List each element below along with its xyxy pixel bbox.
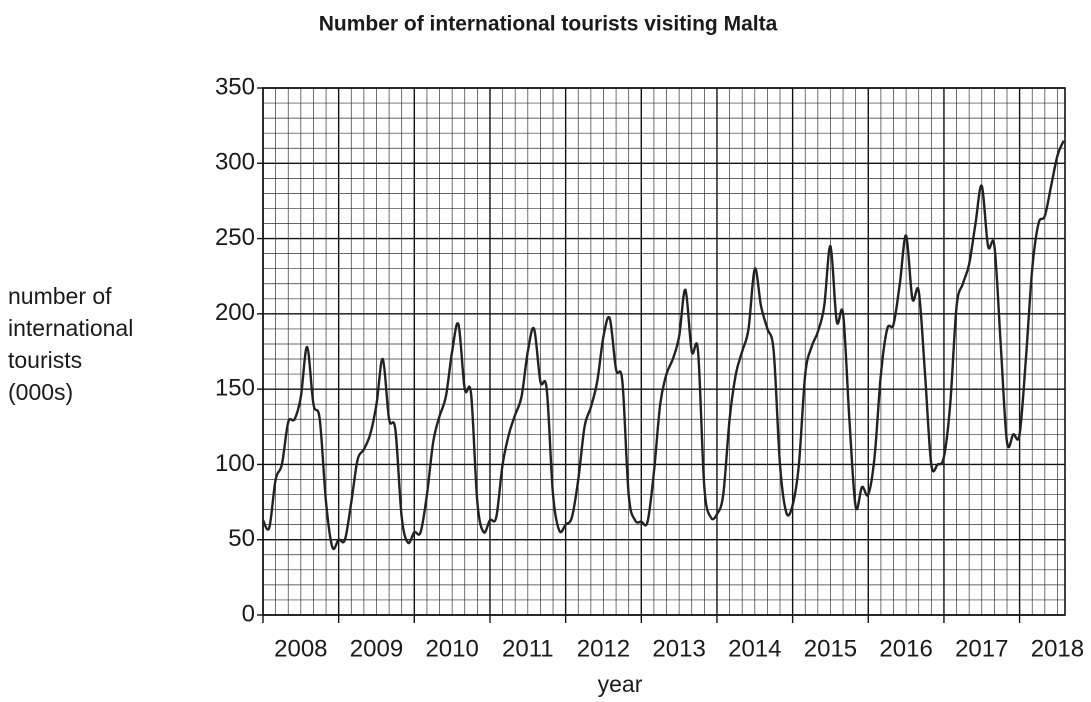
y-tick-label: 200 bbox=[215, 299, 255, 326]
y-tick-label: 250 bbox=[215, 224, 255, 251]
y-tick-label: 300 bbox=[215, 149, 255, 176]
data-line bbox=[261, 140, 1065, 551]
chart-title: Number of international tourists visitin… bbox=[319, 13, 778, 36]
y-tick-label: 100 bbox=[215, 450, 255, 477]
x-tick-label: 2012 bbox=[577, 635, 630, 662]
y-tick-label: 50 bbox=[228, 525, 255, 552]
x-tick-label: 2018 bbox=[1031, 635, 1084, 662]
x-tick-label: 2014 bbox=[728, 635, 781, 662]
x-tick-label: 2015 bbox=[804, 635, 857, 662]
y-axis-label: number of bbox=[8, 283, 112, 309]
y-tick-label: 0 bbox=[242, 600, 255, 627]
y-tick-label: 350 bbox=[215, 73, 255, 100]
x-tick-label: 2013 bbox=[652, 635, 705, 662]
x-tick-label: 2017 bbox=[955, 635, 1008, 662]
y-axis-label: international bbox=[8, 315, 133, 341]
x-axis-label: year bbox=[598, 671, 643, 697]
x-tick-label: 2009 bbox=[350, 635, 403, 662]
x-tick-label: 2008 bbox=[274, 635, 327, 662]
plot-frame bbox=[262, 87, 1066, 616]
y-axis-label: tourists bbox=[8, 347, 82, 373]
y-axis-label: (000s) bbox=[8, 379, 73, 405]
x-tick-label: 2016 bbox=[879, 635, 932, 662]
x-tick-label: 2010 bbox=[425, 635, 478, 662]
x-tick-label: 2011 bbox=[502, 635, 554, 662]
y-tick-label: 150 bbox=[215, 374, 255, 401]
